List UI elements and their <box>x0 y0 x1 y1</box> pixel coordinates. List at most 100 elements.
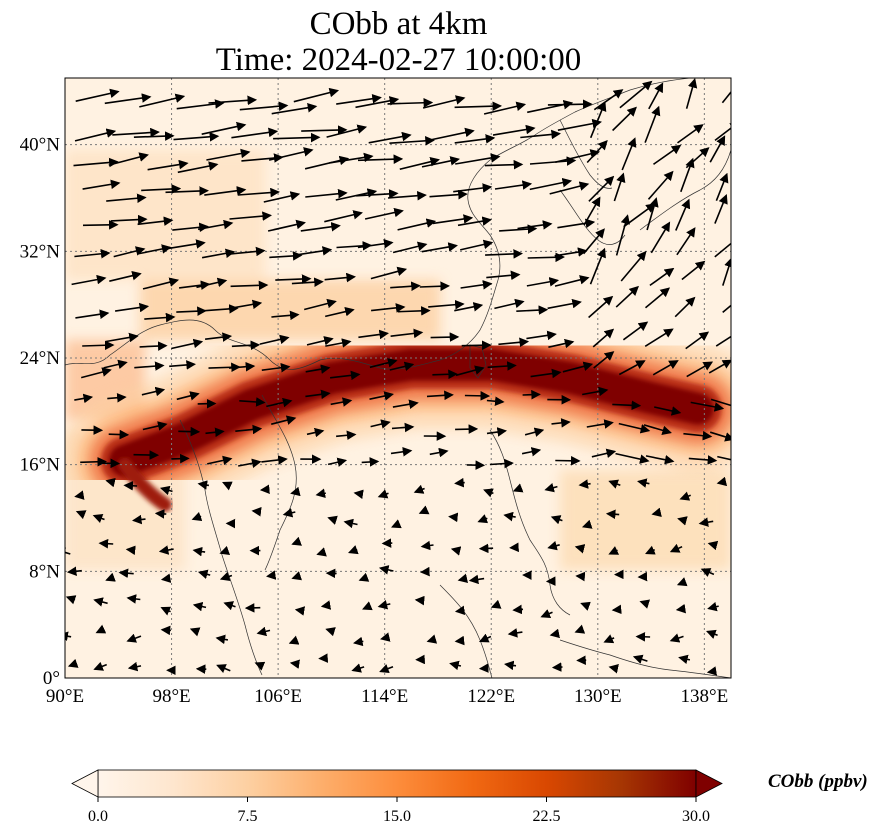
wind-arrow <box>652 360 679 376</box>
wind-arrow <box>290 486 301 497</box>
colorbar-tick-label: 7.5 <box>238 808 258 825</box>
y-tick-label: 32°N <box>20 241 61 262</box>
wind-arrow <box>176 99 225 110</box>
wind-arrow <box>593 351 615 369</box>
wind-arrow <box>613 172 626 202</box>
wind-arrow <box>320 600 332 610</box>
wind-arrow <box>715 172 729 201</box>
wind-arrow <box>706 666 718 676</box>
y-tick-label: 0° <box>43 668 60 689</box>
wind-arrow <box>588 175 615 202</box>
wind-arrow <box>544 482 558 493</box>
wind-arrow <box>105 477 116 488</box>
x-tick-label: 138°E <box>681 686 729 707</box>
wind-arrow <box>216 664 231 673</box>
wind-arrow <box>677 124 704 144</box>
wind-arrow <box>635 632 651 642</box>
wind-arrow <box>716 476 728 487</box>
wind-arrow <box>574 544 586 554</box>
wind-arrow <box>109 270 142 282</box>
wind-arrow <box>139 93 186 108</box>
wind-arrow <box>66 566 82 577</box>
wind-arrow <box>681 260 706 281</box>
wind-arrow <box>82 220 119 230</box>
wind-arrow <box>708 359 731 374</box>
wind-arrow <box>648 82 664 110</box>
wind-arrow <box>669 543 683 553</box>
wind-arrow <box>108 152 149 166</box>
wind-arrow <box>144 312 176 323</box>
x-tick-label: 98°E <box>152 686 190 707</box>
wind-arrow <box>455 424 479 434</box>
wind-arrow <box>205 332 233 342</box>
wind-arrow <box>639 599 651 609</box>
wind-arrow <box>608 664 619 674</box>
wind-arrow <box>288 635 300 645</box>
wind-arrow <box>160 625 171 636</box>
wind-arrow <box>142 277 180 290</box>
colorbar-gradient <box>97 769 697 798</box>
wind-arrow <box>468 574 485 585</box>
wind-arrow <box>357 154 404 164</box>
wind-arrow <box>676 227 696 256</box>
wind-arrow <box>677 516 688 526</box>
wind-arrow <box>632 654 648 664</box>
wind-arrow <box>432 369 458 380</box>
wind-arrow <box>305 364 331 374</box>
wind-arrow <box>239 397 266 407</box>
wind-arrow <box>685 331 710 350</box>
wind-arrow <box>65 547 71 557</box>
wind-arrow <box>291 277 324 287</box>
wind-arrow <box>125 545 136 556</box>
wind-arrow <box>353 636 364 647</box>
wind-arrow <box>618 422 651 434</box>
wind-arrow <box>644 287 671 309</box>
wind-arrow <box>455 365 485 377</box>
wind-arrow <box>271 415 297 425</box>
wind-arrow <box>722 257 731 286</box>
wind-arrow <box>429 447 449 458</box>
wind-arrow <box>132 514 146 525</box>
wind-arrow <box>649 267 675 287</box>
y-tick-label: 16°N <box>20 455 61 476</box>
wind-arrow <box>644 328 674 347</box>
wind-arrow <box>293 87 340 103</box>
wind-arrow <box>589 247 606 285</box>
wind-arrow <box>261 455 288 465</box>
wind-arrow <box>282 508 296 518</box>
wind-arrow <box>266 570 277 580</box>
wind-arrow <box>574 624 586 634</box>
wind-arrow <box>177 161 219 174</box>
wind-arrow <box>229 211 272 221</box>
wind-arrow <box>710 398 731 411</box>
wind-arrow <box>223 601 236 611</box>
wind-arrow <box>387 97 434 108</box>
wind-arrow <box>421 242 458 253</box>
wind-arrow <box>486 396 505 406</box>
wind-arrow <box>516 305 549 315</box>
wind-arrow <box>589 101 607 139</box>
wind-arrow <box>306 336 334 346</box>
wind-arrow <box>201 121 247 135</box>
wind-arrow <box>521 447 542 457</box>
wind-arrow <box>549 181 590 195</box>
wind-arrow <box>369 391 394 401</box>
wind-arrow <box>520 129 561 140</box>
wind-arrow <box>74 128 117 142</box>
wind-arrow <box>478 543 494 554</box>
wind-arrow <box>171 453 190 464</box>
wind-arrow <box>259 484 270 495</box>
wind-arrow <box>325 627 336 637</box>
wind-arrow <box>329 152 374 164</box>
wind-arrow <box>678 654 691 665</box>
wind-arrow <box>707 540 719 551</box>
wind-arrow <box>420 540 434 551</box>
wind-arrow <box>325 306 355 318</box>
wind-arrow <box>387 190 427 201</box>
wind-arrow <box>547 298 582 310</box>
wind-arrow <box>378 565 394 575</box>
wind-arrow <box>454 635 465 646</box>
wind-arrow <box>683 430 713 441</box>
wind-arrow <box>347 545 359 555</box>
wind-arrow <box>621 137 637 171</box>
